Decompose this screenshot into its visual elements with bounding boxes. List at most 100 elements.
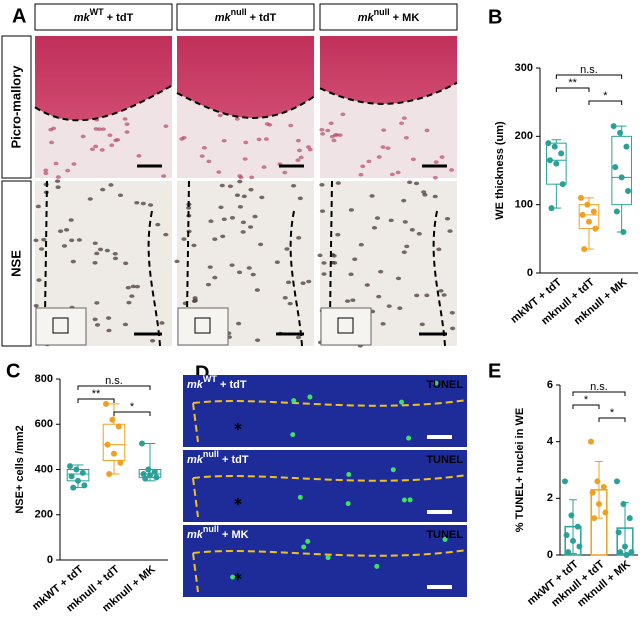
cell	[68, 218, 74, 222]
data-point	[602, 509, 609, 516]
data-point	[68, 473, 75, 480]
cell	[401, 250, 407, 254]
data-point	[117, 459, 124, 466]
data-point	[73, 466, 80, 473]
cell	[409, 228, 415, 232]
box	[102, 423, 126, 461]
cell	[94, 301, 100, 305]
significance-label: *	[584, 394, 589, 406]
cell	[57, 229, 64, 233]
boundary	[192, 549, 468, 593]
cell	[374, 216, 381, 220]
cell	[221, 138, 227, 143]
y-tick-label: 200	[35, 509, 53, 521]
y-tick-label: 0	[47, 554, 53, 566]
cell	[344, 299, 351, 303]
cell	[254, 338, 261, 342]
cell	[321, 261, 327, 265]
cell	[381, 128, 387, 132]
cell	[35, 204, 41, 209]
nse-image	[317, 180, 457, 348]
cell	[306, 279, 312, 284]
cell	[263, 137, 269, 141]
epithelium	[35, 36, 172, 121]
cell	[199, 154, 205, 158]
cell	[371, 226, 378, 230]
cell	[124, 130, 130, 134]
cell	[33, 303, 39, 308]
cell	[125, 285, 131, 290]
boundary	[44, 180, 161, 347]
y-axis-label: % TUNEL+ nuclei in WE	[514, 408, 526, 532]
cell	[104, 248, 110, 253]
cell	[69, 238, 75, 243]
gene: mk	[358, 12, 375, 24]
data-point	[147, 472, 153, 479]
cell	[328, 121, 334, 126]
cell	[240, 230, 246, 234]
significance-label: **	[92, 388, 101, 400]
cell	[87, 197, 93, 201]
cell	[129, 294, 135, 298]
y-tick-label: 100	[515, 199, 533, 211]
cell	[216, 170, 222, 174]
tunel-spot	[346, 472, 352, 478]
cell	[424, 293, 430, 298]
significance-label: **	[568, 77, 577, 89]
y-tick-label: 0	[547, 549, 553, 561]
data-point	[617, 129, 624, 136]
tunel-spot	[301, 544, 307, 550]
data-point	[628, 549, 635, 556]
asterisk: ∗	[233, 496, 242, 508]
data-point	[145, 466, 152, 473]
treatment: + MK	[390, 12, 420, 24]
cell	[261, 165, 267, 169]
cell	[395, 276, 402, 281]
picro-image	[34, 36, 173, 179]
genotype-label: mknull + MK	[187, 524, 249, 541]
cell	[181, 237, 187, 241]
tunel-spot	[325, 555, 331, 561]
data-point	[565, 549, 572, 556]
significance-bracket	[598, 417, 626, 422]
tissue-bg	[183, 525, 467, 597]
cell	[348, 272, 354, 277]
data-point	[592, 225, 599, 232]
significance-bracket	[572, 404, 600, 409]
boundary	[319, 81, 458, 105]
cell	[441, 293, 447, 297]
allele: null	[231, 7, 247, 17]
data-point	[586, 218, 592, 225]
y-tick-label: 2	[547, 492, 553, 504]
cell	[403, 135, 409, 140]
data-point	[617, 549, 624, 556]
allele: WT	[90, 7, 104, 17]
cell	[147, 203, 154, 207]
cell	[242, 157, 248, 161]
cell	[92, 241, 98, 246]
cell	[332, 133, 338, 137]
gene: mk	[74, 12, 91, 24]
gene: mk	[187, 454, 204, 466]
data-point	[591, 515, 598, 522]
cell	[243, 140, 249, 145]
box	[611, 135, 632, 206]
y-axis-label: NSE+ cells /mm2	[14, 425, 26, 513]
cell	[433, 160, 439, 164]
cell	[335, 232, 341, 237]
cell	[212, 275, 218, 280]
significance-bracket	[572, 391, 626, 396]
cell	[80, 134, 86, 139]
cell	[229, 216, 236, 220]
column-header-box	[176, 3, 315, 31]
data-point	[626, 515, 633, 522]
epithelium	[177, 36, 314, 118]
treatment: + tdT	[104, 12, 134, 24]
significance-bracket	[555, 87, 590, 92]
data-point	[623, 552, 630, 558]
cell	[348, 208, 354, 212]
data-point	[581, 246, 588, 253]
cell	[65, 168, 71, 173]
gene: mk	[187, 379, 204, 391]
cell	[237, 205, 243, 209]
